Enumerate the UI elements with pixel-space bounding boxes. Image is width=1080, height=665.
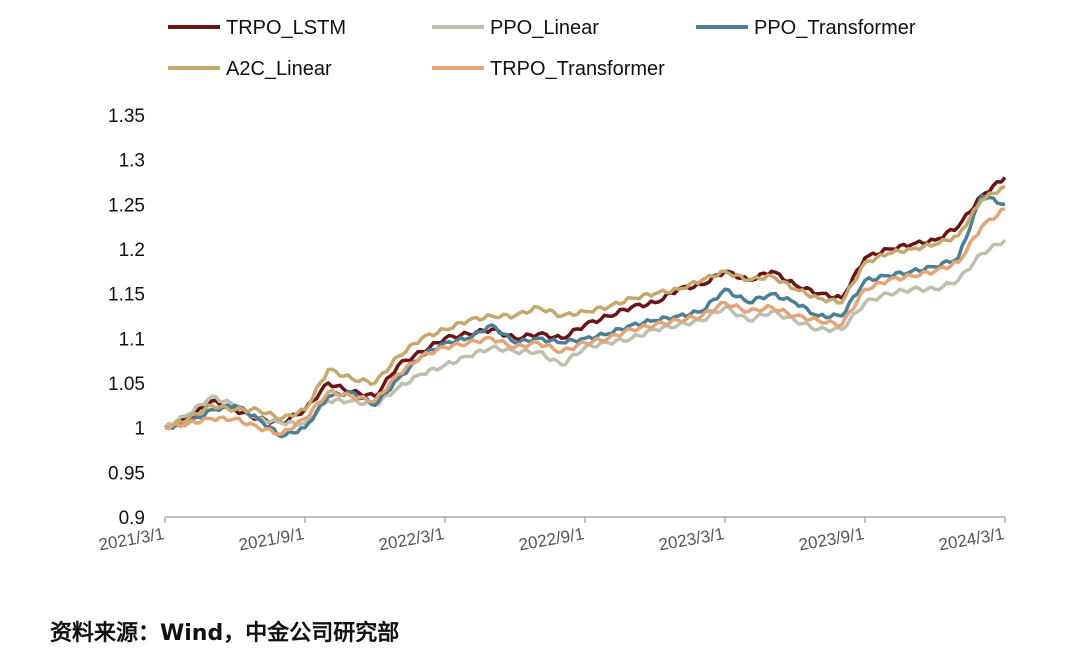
- source-note: 资料来源：Wind，中金公司研究部: [50, 621, 400, 646]
- series-lines: [163, 176, 1007, 439]
- legend: TRPO_LSTM PPO_Linear PPO_Transformer A2C_Li…: [168, 17, 916, 80]
- legend-label: A2C_Linear: [226, 58, 332, 80]
- y-axis: 0.9 0.95 1 1.05 1.1 1.15 1.2 1.25 1.3 1.35: [108, 106, 145, 529]
- legend-label: PPO_Transformer: [754, 17, 916, 39]
- legend-label: PPO_Linear: [490, 17, 599, 39]
- x-tick-label: 2021/3/1: [97, 524, 165, 554]
- series-line-ppo-transformer: [164, 193, 1006, 439]
- y-tick-label: 1: [134, 419, 145, 440]
- line-chart: TRPO_LSTM PPO_Linear PPO_Transformer A2C_Li…: [97, 17, 1007, 554]
- y-tick-label: 1.1: [119, 329, 145, 350]
- y-tick-label: 0.9: [119, 508, 145, 529]
- legend-label: TRPO_LSTM: [226, 17, 346, 39]
- x-tick-label: 2022/9/1: [517, 524, 585, 554]
- y-tick-label: 1.35: [108, 106, 145, 127]
- y-tick-label: 1.25: [108, 195, 145, 216]
- series-line-trpo-lstm: [163, 176, 1007, 429]
- x-tick-label: 2021/9/1: [237, 524, 305, 554]
- x-tick-label: 2023/9/1: [797, 524, 865, 554]
- legend-label: TRPO_Transformer: [490, 58, 665, 80]
- y-tick-label: 1.3: [119, 151, 145, 172]
- x-tick-label: 2023/3/1: [657, 524, 725, 554]
- series-line-trpo-transformer: [164, 207, 1006, 437]
- x-tick-label: 2022/3/1: [377, 524, 445, 554]
- y-tick-label: 1.05: [108, 374, 145, 395]
- y-tick-label: 0.95: [108, 463, 145, 484]
- series-line-a2c-linear: [164, 184, 1006, 430]
- y-tick-label: 1.15: [108, 285, 145, 306]
- y-tick-label: 1.2: [119, 240, 145, 261]
- series-line-ppo-linear: [163, 238, 1007, 430]
- x-axis: 2021/3/1 2021/9/1 2022/3/1 2022/9/1 2023/3/1…: [97, 516, 1006, 554]
- x-tick-label: 2024/3/1: [937, 524, 1005, 554]
